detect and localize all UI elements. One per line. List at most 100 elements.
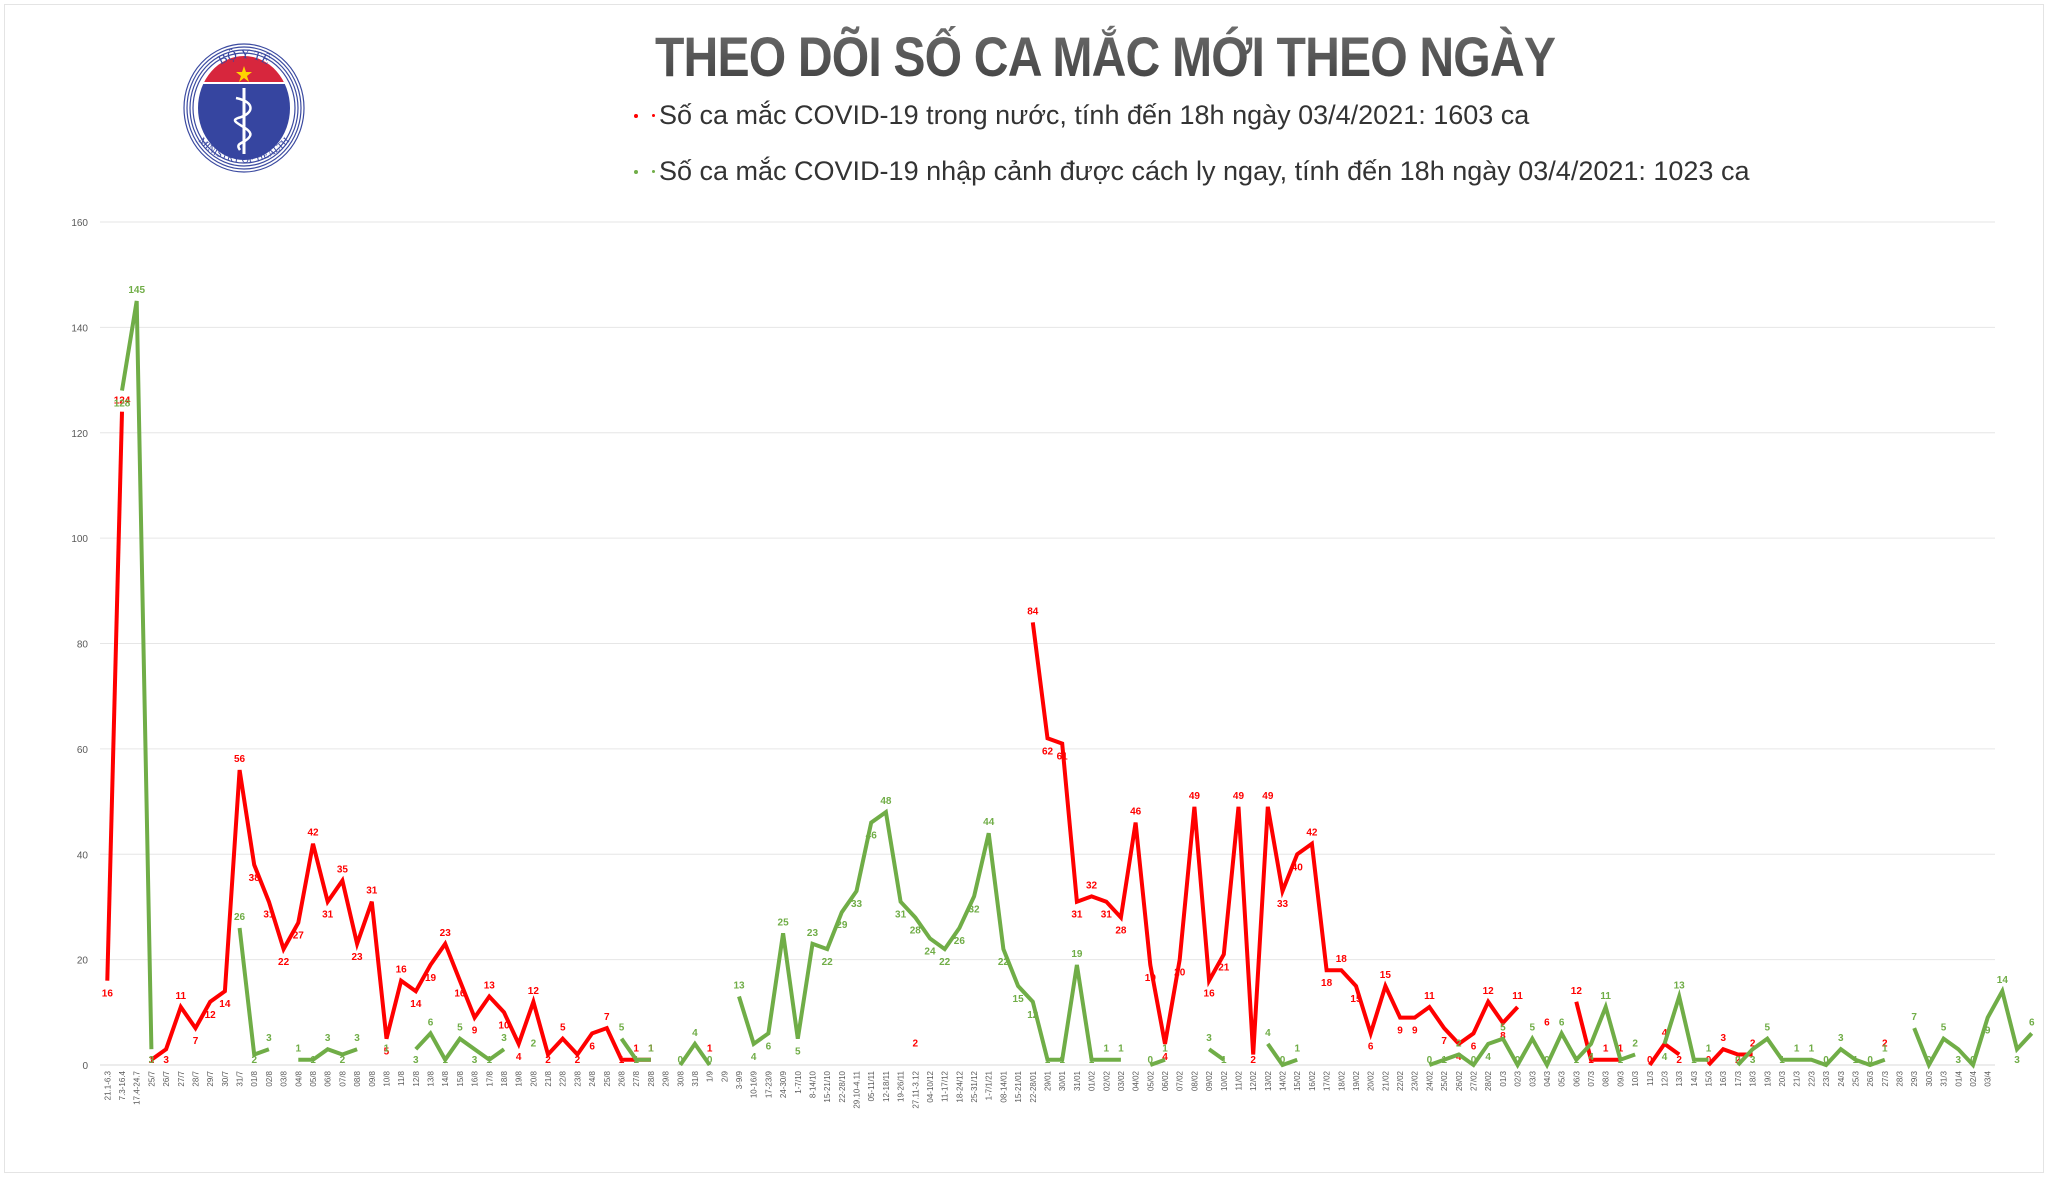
- x-tick-label: 16/8: [471, 1070, 480, 1086]
- data-label: 4: [1588, 1052, 1594, 1063]
- x-tick-label: 06/8: [324, 1070, 333, 1086]
- data-label: 22: [939, 957, 951, 968]
- data-label: 7: [604, 1012, 610, 1023]
- data-label: 13: [1674, 981, 1686, 992]
- x-tick-label: 28/02: [1484, 1070, 1493, 1091]
- x-tick-label: 25-31/12: [970, 1070, 979, 1102]
- y-tick-label: 80: [77, 640, 89, 651]
- data-label: 44: [983, 817, 995, 828]
- data-label: 1: [1706, 1044, 1712, 1055]
- x-tick-label: 08/3: [1602, 1070, 1611, 1086]
- x-tick-label: 01/02: [1088, 1070, 1097, 1091]
- x-tick-label: 19/3: [1763, 1070, 1772, 1086]
- data-label: 3: [1206, 1033, 1212, 1044]
- x-tick-label: 12/8: [412, 1070, 421, 1086]
- data-label: 6: [589, 1041, 595, 1052]
- x-tick-label: 18-24/12: [955, 1070, 964, 1102]
- x-tick-label: 29/3: [1910, 1070, 1919, 1086]
- data-label: 29: [836, 920, 848, 931]
- data-label: 26: [954, 936, 966, 947]
- x-tick-label: 25/7: [147, 1070, 156, 1086]
- data-label: 3: [1838, 1033, 1844, 1044]
- data-label: 1: [296, 1044, 302, 1055]
- x-tick-label: 12/02: [1249, 1070, 1258, 1091]
- data-label: 18: [1321, 978, 1333, 989]
- data-label: 24: [924, 947, 936, 958]
- x-tick-label: 31/01: [1073, 1070, 1082, 1091]
- x-tick-label: 07/8: [338, 1070, 347, 1086]
- x-tick-label: 12-18/11: [882, 1070, 891, 1102]
- svg-text:BỘ Y TẾ: BỘ Y TẾ: [215, 46, 272, 67]
- data-label: 31: [895, 910, 907, 921]
- data-label: 124: [114, 396, 131, 407]
- y-tick-label: 60: [77, 745, 89, 756]
- data-label: 3: [149, 1055, 155, 1066]
- data-label: 49: [1233, 791, 1245, 802]
- data-label: 40: [1292, 862, 1304, 873]
- data-label: 0: [1427, 1055, 1433, 1066]
- data-label: 1: [1882, 1044, 1888, 1055]
- data-label: 2: [575, 1055, 581, 1066]
- x-tick-label: 02/3: [1514, 1070, 1523, 1086]
- x-tick-label: 23/8: [573, 1070, 582, 1086]
- data-label: 6: [1471, 1041, 1477, 1052]
- data-label: 1: [1118, 1044, 1124, 1055]
- x-tick-label: 28/8: [647, 1070, 656, 1086]
- data-label: 12: [1571, 986, 1583, 997]
- data-label: 0: [1823, 1055, 1829, 1066]
- x-tick-label: 24/8: [588, 1070, 597, 1086]
- x-tick-label: 11/8: [397, 1070, 406, 1086]
- x-tick-label: 09/8: [368, 1070, 377, 1086]
- data-label: 1: [1779, 1055, 1785, 1066]
- data-label: 4: [516, 1052, 522, 1063]
- data-label: 31: [1071, 910, 1083, 921]
- data-label: 5: [619, 1023, 625, 1034]
- data-label: 12: [528, 986, 540, 997]
- data-label: 2: [531, 1038, 537, 1049]
- data-label: 5: [795, 1047, 801, 1058]
- caduceus-emblem-icon: BỘ Y TẾ MINISTRY OF HEALTH: [183, 43, 305, 173]
- x-tick-label: 22/02: [1396, 1070, 1405, 1091]
- data-label: 1: [149, 1055, 155, 1066]
- data-label: 2: [1456, 1038, 1462, 1049]
- x-tick-label: 30/7: [221, 1070, 230, 1086]
- data-label: 2: [1632, 1038, 1638, 1049]
- data-label: 31: [263, 910, 275, 921]
- data-label: 19: [425, 973, 437, 984]
- x-tick-label: 19/02: [1352, 1070, 1361, 1091]
- x-tick-label: 08-14/01: [999, 1070, 1008, 1102]
- x-tick-label: 02/8: [265, 1070, 274, 1086]
- data-label: 5: [384, 1047, 390, 1058]
- data-label: 16: [396, 965, 408, 976]
- data-label: 1: [310, 1055, 316, 1066]
- x-tick-label: 12/3: [1660, 1070, 1669, 1086]
- data-label: 0: [1515, 1055, 1521, 1066]
- data-label: 19: [1145, 973, 1157, 984]
- data-label: 1: [648, 1044, 654, 1055]
- data-label: 5: [1941, 1023, 1947, 1034]
- data-label: 33: [851, 899, 863, 910]
- legend-marker-icon: [634, 113, 638, 118]
- data-label: 3: [163, 1055, 169, 1066]
- x-tick-label: 8-14/10: [808, 1070, 817, 1098]
- x-tick-label: 21/02: [1381, 1070, 1390, 1091]
- data-label: 14: [410, 999, 422, 1010]
- data-label: 1: [1853, 1055, 1859, 1066]
- data-label: 3: [501, 1033, 507, 1044]
- legend-bullet-icon: [652, 170, 655, 173]
- x-tick-label: 29/8: [662, 1070, 671, 1086]
- data-label: 1: [1691, 1055, 1697, 1066]
- data-label: 5: [457, 1023, 463, 1034]
- data-label: 2: [251, 1055, 257, 1066]
- x-tick-label: 04/3: [1543, 1070, 1552, 1086]
- y-tick-label: 40: [77, 850, 89, 861]
- data-label: 10: [498, 1020, 510, 1031]
- data-label: 23: [807, 928, 819, 939]
- x-tick-label: 06/02: [1161, 1070, 1170, 1091]
- x-tick-label: 17/02: [1323, 1070, 1332, 1091]
- data-label: 13: [484, 981, 496, 992]
- data-label: 23: [352, 952, 364, 963]
- x-tick-label: 20/02: [1367, 1070, 1376, 1091]
- legend-label: Số ca mắc COVID-19 trong nước, tính đến …: [659, 100, 1530, 130]
